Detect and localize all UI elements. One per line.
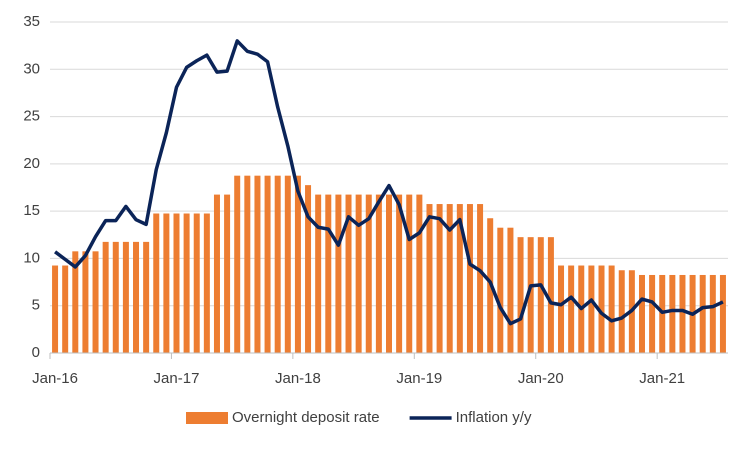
x-tick-label: Jan-19	[396, 370, 442, 387]
legend-label: Inflation y/y	[456, 409, 532, 426]
x-tick-label: Jan-20	[518, 370, 564, 387]
legend-swatch	[186, 412, 228, 424]
bar	[456, 204, 463, 353]
bar	[203, 213, 210, 353]
bar	[517, 237, 524, 353]
bar	[234, 175, 241, 353]
x-tick-label: Jan-21	[639, 370, 685, 387]
bar	[699, 274, 706, 353]
x-tick-label: Jan-17	[154, 370, 200, 387]
bar	[396, 194, 403, 353]
bar	[254, 175, 261, 353]
bar	[719, 274, 726, 353]
bar	[305, 185, 312, 353]
y-tick-label: 30	[23, 60, 40, 77]
bar	[365, 194, 372, 353]
bar	[224, 194, 231, 353]
bar	[598, 265, 605, 353]
bar	[618, 270, 625, 353]
bar	[213, 194, 220, 353]
y-tick-label: 25	[23, 108, 40, 125]
bar	[497, 227, 504, 353]
y-tick-label: 15	[23, 202, 40, 219]
bar	[173, 213, 180, 353]
line	[54, 39, 724, 326]
bar	[537, 237, 544, 353]
bar	[547, 237, 554, 353]
bar	[416, 194, 423, 353]
y-tick-label: 10	[23, 249, 40, 266]
bar	[315, 194, 322, 353]
bar	[112, 241, 119, 353]
bar	[183, 213, 190, 353]
bar	[325, 194, 332, 353]
bar	[284, 175, 291, 353]
y-tick-label: 5	[32, 297, 40, 314]
bar	[345, 194, 352, 353]
bar	[436, 204, 443, 353]
bar	[62, 265, 69, 353]
bar	[558, 265, 565, 353]
bar	[52, 265, 59, 353]
bar	[72, 251, 79, 353]
bar	[274, 175, 281, 353]
bar	[122, 241, 129, 353]
bar	[193, 213, 200, 353]
bar	[264, 175, 271, 353]
x-tick-label: Jan-16	[32, 370, 78, 387]
bar	[244, 175, 251, 353]
bar	[669, 274, 676, 353]
bar	[709, 274, 716, 353]
bar	[386, 194, 392, 353]
bar	[507, 227, 514, 353]
bar	[92, 251, 99, 353]
y-tick-label: 35	[23, 13, 40, 30]
bar	[143, 241, 150, 353]
bar	[568, 265, 575, 353]
bar	[335, 194, 342, 353]
bar	[679, 274, 686, 353]
bar	[608, 265, 615, 353]
bar	[375, 194, 382, 353]
bar	[102, 241, 109, 353]
bar	[426, 204, 433, 353]
bar	[133, 241, 140, 353]
bar	[466, 204, 473, 353]
bar	[527, 237, 534, 353]
x-tick-label: Jan-18	[275, 370, 321, 387]
bar	[588, 265, 595, 353]
bar	[477, 204, 484, 353]
bar	[82, 251, 89, 353]
bar	[638, 274, 645, 353]
bar	[294, 175, 301, 353]
bar	[446, 204, 453, 353]
bar	[355, 194, 362, 353]
y-tick-label: 20	[23, 155, 40, 172]
bar	[406, 194, 413, 353]
legend-label: Overnight deposit rate	[232, 409, 380, 426]
y-tick-label: 0	[32, 344, 40, 361]
bar	[649, 274, 656, 353]
bar	[153, 213, 160, 353]
bar	[163, 213, 170, 353]
